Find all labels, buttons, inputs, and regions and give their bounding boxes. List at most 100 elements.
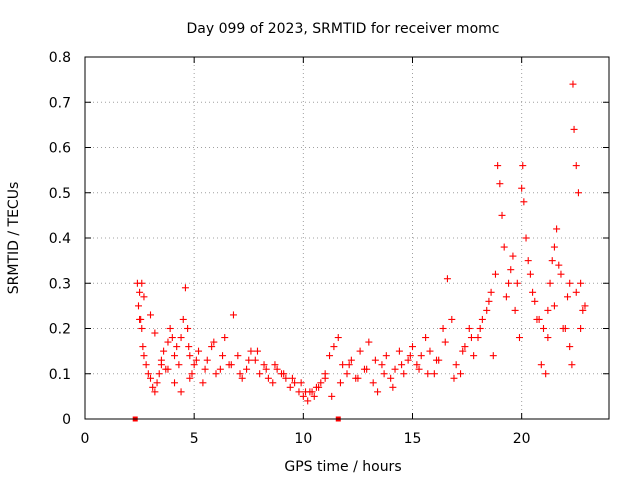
x-tick-label: 20: [513, 431, 531, 447]
data-point: [519, 162, 527, 170]
data-point: [247, 347, 255, 355]
data-point: [227, 361, 235, 369]
x-tick-label: 15: [404, 431, 422, 447]
data-point: [164, 338, 172, 346]
data-point: [500, 243, 508, 251]
y-tick-label: 0.2: [49, 322, 71, 338]
data-point: [321, 374, 329, 382]
data-point: [184, 325, 192, 332]
data-point: [149, 383, 157, 391]
x-tick-label: 5: [190, 431, 199, 447]
data-point: [550, 243, 558, 251]
data-point: [369, 379, 377, 387]
data-point: [140, 352, 148, 360]
data-point: [406, 352, 414, 360]
data-point: [297, 379, 305, 387]
axis-ticks: 0 0.1 0.2 0.3 0.4 0.5 0.6 0.7 0.8 0 5 10 15 20: [49, 50, 609, 447]
data-point: [328, 392, 336, 400]
data-point: [271, 361, 279, 369]
data-point: [339, 361, 347, 369]
data-point: [185, 343, 193, 351]
data-point: [498, 211, 506, 219]
x-tick-label: 0: [81, 431, 90, 447]
data-point: [542, 370, 550, 378]
data-point: [574, 189, 582, 197]
data-point: [155, 370, 163, 378]
data-point: [144, 370, 152, 378]
data-point: [336, 379, 344, 387]
data-point: [171, 379, 179, 387]
data-point: [470, 352, 478, 360]
data-point: [264, 374, 272, 382]
data-point: [245, 356, 253, 364]
data-points: [132, 80, 589, 422]
data-point: [177, 388, 185, 396]
data-point: [188, 370, 196, 378]
data-point: [441, 338, 449, 346]
data-point: [304, 397, 312, 405]
data-point: [487, 288, 495, 296]
data-point: [439, 325, 447, 332]
data-point: [345, 361, 353, 369]
y-tick-label: 0.1: [49, 367, 71, 383]
data-point: [404, 356, 412, 364]
data-point: [136, 288, 144, 296]
data-point: [548, 257, 556, 265]
data-point: [489, 352, 497, 360]
data-point: [409, 343, 416, 351]
x-axis-label: GPS time / hours: [284, 459, 401, 475]
data-point: [334, 334, 342, 342]
data-point: [382, 352, 390, 360]
data-point: [570, 125, 578, 133]
data-point: [459, 347, 467, 355]
data-point: [507, 266, 515, 274]
y-tick-label: 0.6: [49, 141, 71, 157]
data-point: [577, 279, 585, 287]
data-point: [190, 361, 198, 369]
data-point: [177, 334, 185, 342]
data-point: [544, 334, 552, 342]
data-point: [568, 361, 576, 369]
data-point: [139, 343, 147, 351]
data-point: [157, 356, 165, 364]
data-point: [288, 374, 296, 382]
data-point: [581, 302, 589, 310]
data-point: [389, 383, 397, 391]
data-point: [299, 392, 307, 400]
data-point: [315, 383, 323, 391]
data-point: [164, 365, 172, 373]
data-point: [572, 288, 580, 296]
data-point: [515, 334, 523, 342]
data-point: [511, 306, 519, 314]
data-point: [422, 334, 430, 342]
data-point: [378, 361, 386, 369]
data-point: [186, 352, 194, 360]
data-point: [540, 325, 547, 332]
data-point: [546, 279, 554, 287]
data-point: [310, 392, 318, 400]
data-point: [199, 379, 207, 387]
data-point: [553, 225, 561, 233]
data-point: [291, 379, 299, 387]
data-point: [171, 352, 179, 360]
data-point: [221, 334, 229, 342]
data-point: [579, 306, 587, 314]
data-point: [151, 329, 159, 337]
data-point: [398, 361, 406, 369]
data-point: [443, 275, 451, 283]
data-point: [544, 306, 552, 314]
data-point: [280, 370, 288, 378]
data-point: [203, 356, 211, 364]
data-point: [142, 361, 150, 369]
data-point: [566, 343, 574, 351]
y-tick-label: 0: [62, 412, 71, 428]
data-point: [175, 361, 183, 369]
data-point: [138, 325, 146, 332]
data-point: [557, 270, 565, 278]
data-point: [502, 293, 510, 301]
data-point: [524, 257, 532, 265]
data-point: [256, 370, 264, 378]
data-point: [195, 347, 203, 355]
data-point: [208, 343, 216, 351]
